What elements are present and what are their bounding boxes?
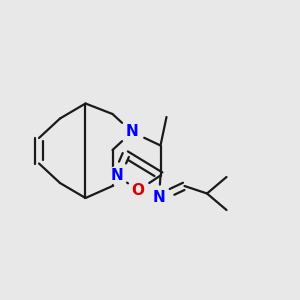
Circle shape [150, 189, 168, 207]
Text: N: N [153, 190, 165, 206]
Circle shape [129, 182, 147, 200]
Circle shape [108, 167, 126, 184]
Text: N: N [111, 168, 123, 183]
Text: O: O [131, 183, 145, 198]
Circle shape [123, 123, 141, 141]
Text: N: N [126, 124, 138, 140]
